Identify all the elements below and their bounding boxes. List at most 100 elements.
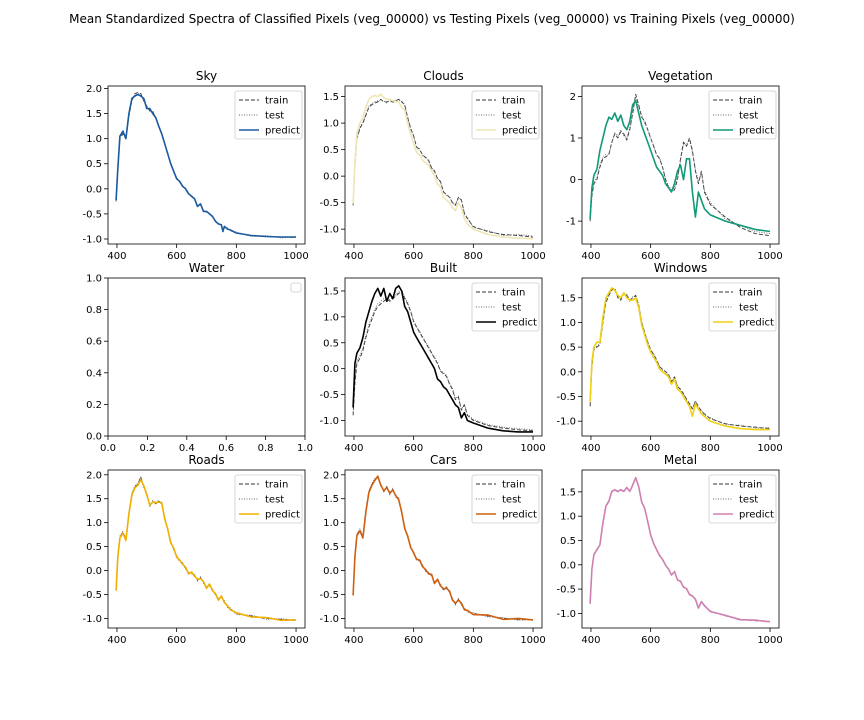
cars-legend-label-predict: predict (502, 510, 537, 521)
vegetation-xtick-label: 800 (701, 251, 720, 262)
built-legend: train test predict (471, 282, 540, 332)
metal-legend: train test predict (708, 474, 777, 524)
sky-ytick-label: 0.0 (86, 184, 102, 195)
cars-legend-box (471, 474, 540, 524)
metal-ytick-label: -1.0 (556, 609, 576, 620)
windows-series-train (589, 287, 771, 430)
vegetation-legend-label-train: train (739, 96, 762, 107)
metal-ytick-label: 1.0 (560, 512, 576, 523)
built-legend-label-train: train (502, 288, 525, 299)
water-xtick-label: 0.6 (218, 443, 234, 454)
clouds-ytick-label: -1.0 (319, 225, 339, 236)
cars-legend: train test predict (471, 474, 540, 524)
water-xtick-label: 1.0 (297, 443, 313, 454)
panel-metal: 400 600 800 1000-1.0-0.50.00.51.01.5Metaltr… (556, 453, 782, 646)
clouds-xtick-label: 600 (404, 251, 423, 262)
vegetation-series-test (589, 95, 771, 235)
built-ytick-label: 0.0 (323, 364, 339, 375)
water-ytick-label: 1.0 (86, 274, 102, 285)
sky-xtick-label: 400 (107, 251, 126, 262)
cars-ytick-label: 2.0 (323, 470, 339, 481)
clouds-ytick-label: 0.5 (323, 145, 339, 156)
water-ytick-label: 0.0 (86, 432, 102, 443)
clouds-legend-label-test: test (502, 111, 521, 122)
cars-legend-label-train: train (502, 480, 525, 491)
built-xtick-label: 800 (464, 443, 483, 454)
clouds-series-train (352, 98, 534, 238)
built-ytick-label: 1.0 (323, 312, 339, 323)
built-ytick-label: 1.5 (323, 286, 339, 297)
roads-legend-box (234, 474, 303, 524)
roads-xtick-label: 600 (167, 635, 186, 646)
cars-ytick-label: 0.0 (323, 566, 339, 577)
vegetation-legend: train test predict (708, 90, 777, 140)
water-xtick-label: 0.4 (179, 443, 195, 454)
roads-series-predict (115, 478, 297, 622)
panel-sky: 400 600 800 1000 -1.0 -0.5 0.0 0.5 1.0 1.5 2.0 Sky t… (82, 69, 308, 262)
panel-vegetation: 400 600 800 1000 -1 0 1 2 Vegetation train test pre… (566, 69, 783, 262)
roads-ytick-label: 0.5 (86, 542, 102, 553)
roads-ytick-label: -1.0 (82, 614, 102, 625)
built-ytick-label: 0.5 (323, 338, 339, 349)
windows-series-predict (589, 287, 770, 431)
roads-legend-label-train: train (265, 480, 288, 491)
built-xtick-label: 600 (404, 443, 423, 454)
vegetation-ytick-label: 1 (570, 133, 576, 144)
sky-series-predict (115, 93, 296, 238)
clouds-series-predict (352, 93, 534, 240)
water-ytick-label: 0.8 (86, 305, 102, 316)
water-ytick-label: 0.6 (86, 337, 102, 348)
built-axes-frame (344, 277, 543, 437)
built-series-test (352, 289, 534, 431)
panel-windows: 400 600 800 1000 -1.0 -0.5 0.0 0.5 1.0 1.5 Windows… (556, 261, 782, 454)
vegetation-series-predict (589, 99, 771, 233)
metal-axes-frame (581, 469, 780, 629)
clouds-xtick-label: 1000 (520, 251, 545, 262)
roads-ytick-label: 1.5 (86, 494, 102, 505)
cars-legend-label-test: test (502, 495, 521, 506)
water-plot-area (108, 278, 305, 436)
windows-xtick-label: 400 (581, 443, 600, 454)
sky-ytick-label: 1.5 (86, 109, 102, 120)
metal-ytick-label: 0.5 (560, 536, 576, 547)
clouds-axes-frame (344, 85, 543, 245)
roads-title: Roads (188, 453, 224, 467)
panel-water: 0.0 0.2 0.4 0.6 0.8 1.0 0.0 0.2 0.4 0.6 0.8 1.0 Wate… (86, 261, 313, 454)
sky-xtick-label: 1000 (283, 251, 308, 262)
water-xtick-label: 0.0 (100, 443, 116, 454)
clouds-legend-box (471, 90, 540, 140)
built-legend-label-predict: predict (502, 318, 537, 329)
vegetation-title: Vegetation (648, 69, 713, 83)
sky-title: Sky (196, 69, 217, 83)
vegetation-ytick-label: -1 (566, 217, 576, 228)
built-legend-label-test: test (502, 303, 521, 314)
built-title: Built (430, 261, 458, 275)
water-xtick-label: 0.8 (258, 443, 274, 454)
water-title: Water (189, 261, 225, 275)
panel-cars: 400 600 800 1000 -1.0 -0.5 0.0 0.5 1.0 1.5 2.0 Cars… (319, 453, 545, 646)
sky-legend-box (234, 90, 303, 140)
windows-ytick-label: 1.5 (560, 293, 576, 304)
sky-xtick-label: 800 (227, 251, 246, 262)
built-legend-box (471, 282, 540, 332)
windows-ytick-label: 0.5 (560, 343, 576, 354)
water-legend-box (290, 282, 302, 293)
water-axes-frame (107, 277, 306, 437)
cars-ytick-label: 1.5 (323, 494, 339, 505)
roads-xtick-label: 800 (227, 635, 246, 646)
built-series-predict (352, 284, 533, 433)
vegetation-xtick-label: 600 (641, 251, 660, 262)
panel-clouds: 400 600 800 1000-1.0-0.50.00.51.01.5Cloudst… (319, 69, 545, 262)
windows-legend-label-train: train (739, 288, 762, 299)
vegetation-xtick-label: 1000 (757, 251, 782, 262)
cars-xtick-label: 400 (344, 635, 363, 646)
roads-xtick-label: 1000 (283, 635, 308, 646)
sky-ytick-label: -1.0 (82, 234, 102, 245)
sky-ytick-label: 0.5 (86, 159, 102, 170)
clouds-ytick-label: 1.0 (323, 119, 339, 130)
metal-xtick-label: 600 (641, 635, 660, 646)
built-ytick-label: -0.5 (319, 390, 339, 401)
clouds-ytick-label: 0.0 (323, 172, 339, 183)
cars-xtick-label: 600 (404, 635, 423, 646)
